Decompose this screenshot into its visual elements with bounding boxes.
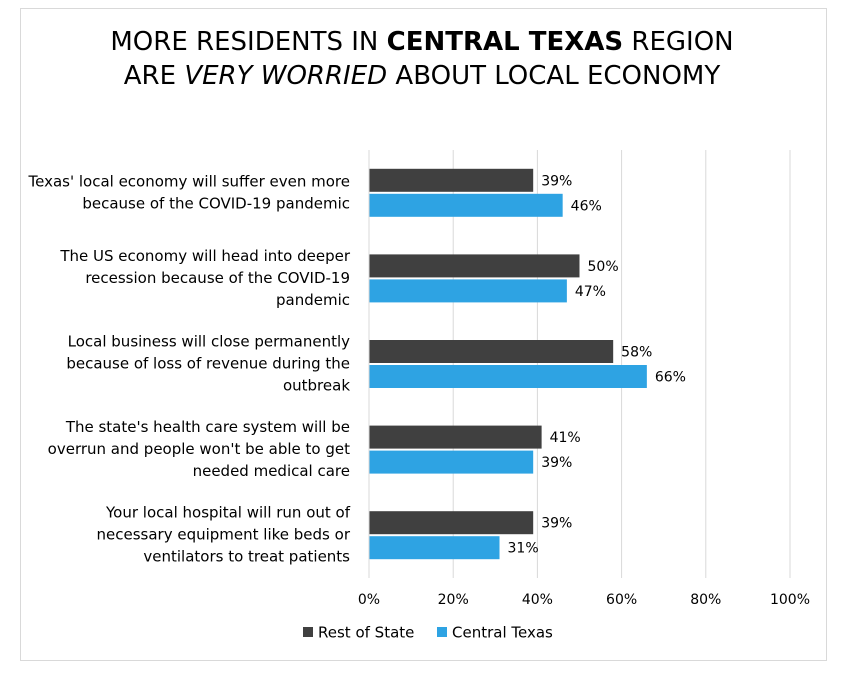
bar xyxy=(369,365,647,388)
legend-swatch xyxy=(303,627,313,637)
y-tick-label: recession because of the COVID-19 xyxy=(85,269,350,287)
bar xyxy=(369,511,534,535)
y-tick-label: The state's health care system will be xyxy=(65,418,350,436)
title-run: REGION xyxy=(623,27,734,57)
y-tick-label: necessary equipment like beds or xyxy=(97,526,351,544)
y-tick-label: Local business will close permanently xyxy=(68,333,350,351)
chart-title: ARE VERY WORRIED ABOUT LOCAL ECONOMY xyxy=(124,61,721,91)
value-label: 39% xyxy=(541,455,572,471)
bar xyxy=(369,193,563,217)
value-label: 66% xyxy=(655,370,686,386)
bar xyxy=(369,536,500,560)
y-tick-label: ventilators to treat patients xyxy=(143,548,350,566)
value-label: 47% xyxy=(575,284,606,300)
title-run: CENTRAL TEXAS xyxy=(387,27,624,57)
x-tick-label: 0% xyxy=(358,592,380,608)
y-tick-label: because of loss of revenue during the xyxy=(66,355,350,373)
title-run: ARE xyxy=(124,61,185,91)
x-tick-label: 80% xyxy=(690,592,721,608)
bar xyxy=(369,168,534,192)
y-tick-label: The US economy will head into deeper xyxy=(59,247,351,265)
value-label: 39% xyxy=(541,173,572,189)
x-tick-label: 60% xyxy=(606,592,637,608)
title-run: ABOUT LOCAL ECONOMY xyxy=(387,61,720,91)
value-label: 50% xyxy=(588,259,619,275)
chart-title: MORE RESIDENTS IN CENTRAL TEXAS REGION xyxy=(110,27,733,57)
title-run: VERY WORRIED xyxy=(184,61,387,91)
legend-swatch xyxy=(437,627,447,637)
value-label: 39% xyxy=(541,516,572,532)
x-tick-label: 100% xyxy=(770,592,810,608)
value-label: 58% xyxy=(621,345,652,361)
legend-label: Central Texas xyxy=(452,624,553,642)
bar xyxy=(369,425,542,449)
y-tick-label: Your local hospital will run out of xyxy=(105,504,351,522)
y-tick-label: Texas' local economy will suffer even mo… xyxy=(28,172,351,190)
y-tick-label: pandemic xyxy=(276,291,350,309)
bar xyxy=(369,254,580,278)
y-tick-label: overrun and people won't be able to get xyxy=(48,440,350,458)
legend-label: Rest of State xyxy=(318,624,414,642)
y-tick-label: outbreak xyxy=(283,377,350,395)
y-tick-label: because of the COVID-19 pandemic xyxy=(82,194,350,212)
x-tick-label: 20% xyxy=(438,592,469,608)
title-run: MORE RESIDENTS IN xyxy=(110,27,386,57)
value-label: 31% xyxy=(508,541,539,557)
value-label: 41% xyxy=(550,430,581,446)
bar xyxy=(369,340,614,363)
value-label: 46% xyxy=(571,198,602,214)
bar xyxy=(369,279,567,303)
y-tick-label: needed medical care xyxy=(193,462,350,480)
bar xyxy=(369,450,534,474)
x-tick-label: 40% xyxy=(522,592,553,608)
